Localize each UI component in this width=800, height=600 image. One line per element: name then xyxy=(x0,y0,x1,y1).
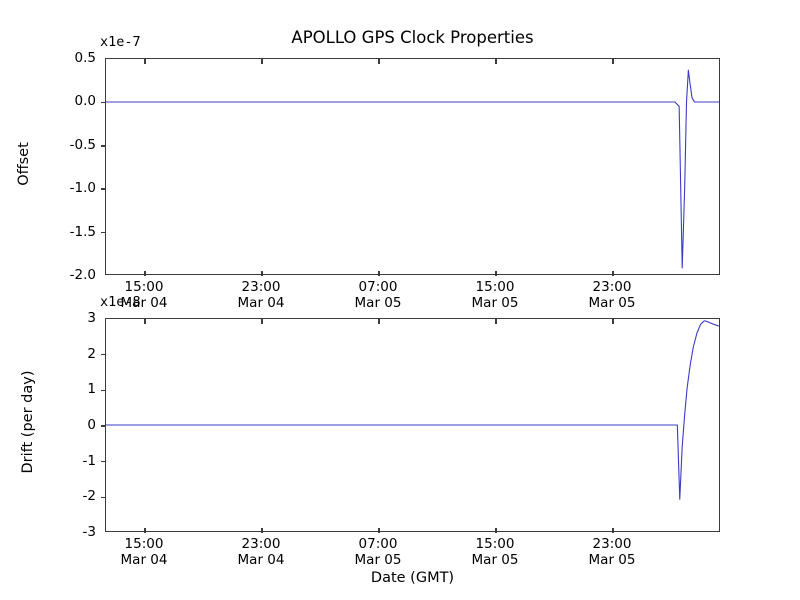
offset-x-tick-date: Mar 05 xyxy=(354,295,402,311)
offset-y-tick-label: 0.5 xyxy=(74,50,96,66)
offset-y-tick-label: -1.5 xyxy=(69,223,96,240)
drift-x-tick-label: 15:00 Mar 05 xyxy=(472,536,519,568)
offset-y-tick-label: -2.0 xyxy=(69,267,96,283)
offset-x-tick-mark xyxy=(378,271,380,276)
drift-x-tick-label: 07:00 Mar 05 xyxy=(355,536,402,568)
drift-y-tick-label: 2 xyxy=(87,345,96,362)
drift-y-tick-label: 3 xyxy=(87,310,96,326)
drift-y-tick-label: 0 xyxy=(87,417,96,433)
drift-plot-axes xyxy=(101,318,720,533)
offset-x-tick-mark-top xyxy=(261,59,263,64)
offset-x-tick-time: 15:00 xyxy=(475,279,515,295)
drift-x-tick-mark xyxy=(144,528,146,533)
drift-x-tick-time: 15:00 xyxy=(124,536,164,552)
offset-x-tick-label: 23:00 Mar 05 xyxy=(589,279,636,311)
drift-y-tick-mark xyxy=(101,389,106,392)
offset-y-axis-title: Offset xyxy=(16,142,32,186)
drift-x-tick-mark xyxy=(261,528,263,533)
drift-x-tick-time: 15:00 xyxy=(475,536,515,552)
drift-x-tick-date: Mar 04 xyxy=(120,552,168,568)
drift-x-tick-mark xyxy=(495,528,497,533)
offset-x-tick-mark-top xyxy=(495,59,497,64)
offset-y-exponent-label: x1e-7 xyxy=(100,34,141,50)
drift-x-tick-label: 15:00 Mar 04 xyxy=(121,536,168,568)
offset-plot-line-svg xyxy=(106,59,719,274)
offset-x-tick-mark xyxy=(612,271,614,276)
offset-y-tick-labels: 0.5 0.0 -0.5 -1.0 -1.5 -2.0 xyxy=(0,50,96,283)
offset-x-tick-mark xyxy=(261,271,263,276)
offset-x-tick-mark-top xyxy=(378,59,380,64)
offset-plot-axes xyxy=(101,58,720,276)
page-title: APOLLO GPS Clock Properties xyxy=(291,28,534,47)
drift-y-tick-label: -1 xyxy=(82,452,96,469)
offset-y-tick-mark xyxy=(101,231,106,234)
drift-x-tick-time: 07:00 xyxy=(358,536,398,552)
drift-x-tick-mark xyxy=(378,528,380,533)
drift-x-tick-label: 23:00 Mar 05 xyxy=(589,536,636,568)
offset-y-tick-label: -0.5 xyxy=(69,136,96,153)
x-axis-title: Date (GMT) xyxy=(370,570,455,586)
drift-y-tick-labels: 3 2 1 0 -1 -2 -3 xyxy=(0,310,96,540)
offset-x-tick-mark-top xyxy=(612,59,614,64)
drift-x-tick-label: 23:00 Mar 04 xyxy=(238,536,285,568)
drift-x-tick-mark xyxy=(612,528,614,533)
offset-x-tick-label: 23:00 Mar 04 xyxy=(238,279,285,311)
drift-x-tick-mark-top xyxy=(144,319,146,324)
drift-y-tick-mark xyxy=(101,460,106,463)
offset-x-tick-time: 15:00 xyxy=(124,279,164,295)
offset-x-tick-date: Mar 04 xyxy=(237,295,285,311)
drift-y-exponent-label: x1e-8 xyxy=(100,294,141,310)
drift-y-tick-mark xyxy=(101,353,106,356)
drift-x-tick-mark-top xyxy=(378,319,380,324)
offset-x-tick-mark xyxy=(144,271,146,276)
drift-y-axis-title: Drift (per day) xyxy=(20,370,36,474)
offset-x-tick-mark xyxy=(495,271,497,276)
drift-y-tick-mark xyxy=(101,425,106,427)
offset-y-tick-label: -1.0 xyxy=(69,180,96,197)
drift-data-line xyxy=(106,321,719,499)
offset-x-tick-date: Mar 05 xyxy=(588,295,636,311)
drift-y-tick-label: -3 xyxy=(82,524,96,540)
offset-x-tick-label: 15:00 Mar 05 xyxy=(472,279,519,311)
offset-data-line xyxy=(106,70,719,268)
drift-x-tick-date: Mar 05 xyxy=(471,552,519,568)
offset-y-tick-mark xyxy=(101,188,106,190)
offset-x-tick-time: 23:00 xyxy=(241,279,281,295)
offset-x-tick-date: Mar 04 xyxy=(120,295,168,311)
offset-y-tick-label: 0.0 xyxy=(74,93,96,110)
drift-y-tick-label: -2 xyxy=(82,488,96,505)
offset-x-tick-date: Mar 05 xyxy=(471,295,519,311)
offset-x-tick-mark-top xyxy=(144,59,146,64)
offset-x-tick-label: 07:00 Mar 05 xyxy=(355,279,402,311)
offset-x-tick-time: 23:00 xyxy=(592,279,632,295)
drift-x-tick-mark-top xyxy=(261,319,263,324)
offset-x-tick-time: 07:00 xyxy=(358,279,398,295)
drift-plot-line-svg xyxy=(106,319,719,531)
drift-x-tick-time: 23:00 xyxy=(592,536,632,552)
drift-x-tick-date: Mar 04 xyxy=(237,552,285,568)
drift-y-tick-mark xyxy=(101,496,106,499)
drift-x-tick-date: Mar 05 xyxy=(588,552,636,568)
drift-x-tick-mark-top xyxy=(612,319,614,324)
drift-x-tick-date: Mar 05 xyxy=(354,552,402,568)
offset-y-tick-mark xyxy=(101,101,106,104)
drift-x-tick-mark-top xyxy=(495,319,497,324)
offset-y-tick-mark xyxy=(101,145,106,147)
drift-x-tick-time: 23:00 xyxy=(241,536,281,552)
drift-y-tick-label: 1 xyxy=(87,381,96,398)
offset-x-tick-label: 15:00 Mar 04 xyxy=(121,279,168,311)
